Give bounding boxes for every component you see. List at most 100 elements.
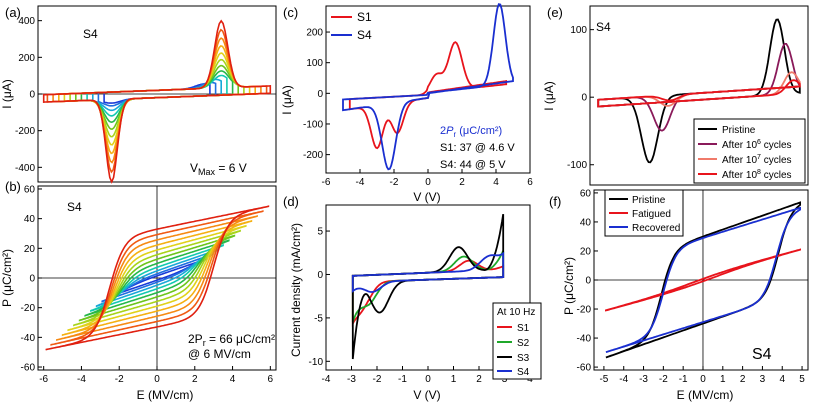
xtick-label-b: 4 [230, 374, 236, 385]
legend-f-recovered: Recovered [632, 223, 680, 234]
ytick-label-a: -200 [15, 126, 35, 137]
panel-a-vmax: VMax = 6 V [190, 161, 247, 177]
ytick-label-a: -400 [15, 163, 35, 174]
ytick-label-c: -200 [303, 150, 323, 161]
panel-b-field: @ 6 MV/cm [188, 347, 251, 361]
legend-d-s2: S2 [517, 338, 530, 349]
ytick-label-b: -40 [21, 333, 36, 344]
ytick-label-f: -60 [577, 363, 592, 374]
panel-d-xlabel: V (V) [413, 388, 440, 402]
curve-c-s4 [342, 3, 514, 171]
xtick-label-c: -4 [356, 177, 365, 188]
panel-b-sample: S4 [67, 200, 82, 214]
panel-e-plot: -100 0 100 [567, 5, 809, 186]
panel-a-plot: -400 -200 0 200 400 [15, 5, 277, 184]
xtick-label-b: 0 [154, 374, 160, 385]
xtick-label-d: -2 [373, 374, 382, 385]
ytick-label-d: -10 [309, 357, 324, 368]
panel-f-ylabel: P (μC/cm²) [562, 257, 576, 315]
ytick-label-c: -100 [303, 119, 323, 130]
panel-c-pr-s1: S1: 37 @ 4.6 V [440, 142, 515, 154]
ytick-label-f: 40 [580, 217, 592, 228]
xtick-label-f: 3 [760, 374, 766, 385]
legend-e-1e8: After 108 cycles [722, 169, 792, 181]
ytick-label-e: -100 [567, 160, 587, 171]
legend-f-pristine: Pristine [632, 195, 666, 206]
xtick-label-f: -3 [639, 374, 648, 385]
panel-a-label: (a) [5, 5, 21, 20]
panel-d-label: (d) [283, 194, 299, 209]
ytick-label-d: 5 [317, 227, 323, 238]
curve-f-fatigued [605, 248, 801, 312]
xtick-label-d: 2 [476, 374, 482, 385]
curve-d-s4 [351, 251, 505, 293]
ytick-label-c: 100 [306, 58, 323, 69]
xtick-label-b: -2 [115, 374, 124, 385]
loop-b-5 [84, 239, 230, 317]
xtick-label-b: 2 [192, 374, 198, 385]
curve-d-s3 [351, 213, 505, 360]
panel-a-ylabel: I (μA) [0, 79, 14, 109]
legend-d-s4: S4 [517, 367, 530, 378]
ytick-label-d: -5 [314, 313, 323, 324]
legend-c-s1: S1 [357, 10, 372, 24]
panel-c-pr-title: 2Pr (μC/cm²) [440, 125, 502, 139]
panel-c-legend: S1 S4 [331, 10, 372, 42]
panel-f-label: (f) [549, 194, 561, 209]
loop-b-11 [50, 210, 264, 346]
panel-c-xlabel: V (V) [413, 190, 440, 204]
xtick-label-b: -6 [39, 374, 48, 385]
xtick-label-c: 0 [425, 177, 431, 188]
curve-e-4 [597, 79, 801, 108]
xtick-label-b: -4 [77, 374, 86, 385]
xtick-label-f: 5 [799, 374, 805, 385]
panel-e-label: (e) [547, 5, 563, 20]
ytick-label-f: 0 [585, 276, 591, 287]
xtick-label-c: 2 [459, 177, 465, 188]
xtick-label-b: 6 [268, 374, 274, 385]
loop-b-4 [90, 243, 224, 313]
ytick-label-b: -60 [21, 363, 36, 374]
ytick-label-b: 0 [29, 274, 35, 285]
panel-b-xlabel: E (MV/cm) [137, 388, 194, 402]
ytick-label-a: 400 [18, 16, 35, 27]
panel-c-label: (c) [283, 5, 298, 20]
legend-d-s3: S3 [517, 353, 530, 364]
xtick-label-f: -2 [659, 374, 668, 385]
loop-b-9 [61, 219, 253, 337]
ytick-label-f: 60 [580, 188, 592, 199]
ytick-label-e: 0 [581, 93, 587, 104]
loop-b-7 [73, 229, 241, 327]
xtick-label-d: -3 [347, 374, 356, 385]
ytick-label-a: 0 [29, 90, 35, 101]
xtick-label-d: -4 [322, 374, 331, 385]
legend-d-title: At 10 Hz [497, 307, 535, 318]
panel-a: (a) -400 -200 0 200 400 I (μA) S4 VMax = 6 V [0, 5, 277, 184]
xtick-label-c: 4 [493, 177, 499, 188]
xtick-label-f: 2 [740, 374, 746, 385]
xtick-label-c: -2 [390, 177, 399, 188]
ytick-label-e: 100 [570, 25, 587, 36]
ytick-label-d: 0 [317, 270, 323, 281]
xtick-label-f: 4 [779, 374, 785, 385]
panel-f: (f) -5 -4 -3 -2 -1 0 1 2 3 4 5 -60 -40 -20 0 20 40 60 P (… [549, 188, 809, 402]
legend-c-s4: S4 [357, 28, 372, 42]
xtick-label-d: 1 [451, 374, 457, 385]
xtick-label-c: 6 [527, 177, 533, 188]
panel-f-legend: Pristine Fatigued Recovered [604, 189, 684, 237]
panel-e-sample: S4 [596, 20, 611, 34]
loop-a-1 [103, 83, 211, 104]
panel-b-pr: 2Pr = 66 μC/cm² [188, 332, 275, 348]
xtick-label-d: 0 [425, 374, 431, 385]
loop-b-2 [101, 253, 213, 303]
ytick-label-c: 0 [317, 89, 323, 100]
panel-e-legend: Pristine After 106 cycles After 107 cycl… [693, 118, 806, 184]
panel-c-ylabel: I (μA) [280, 85, 294, 115]
xtick-label-f: -5 [599, 374, 608, 385]
ytick-label-b: 20 [24, 244, 36, 255]
panel-d-ylabel: Current density (mA/cm²) [289, 223, 303, 357]
